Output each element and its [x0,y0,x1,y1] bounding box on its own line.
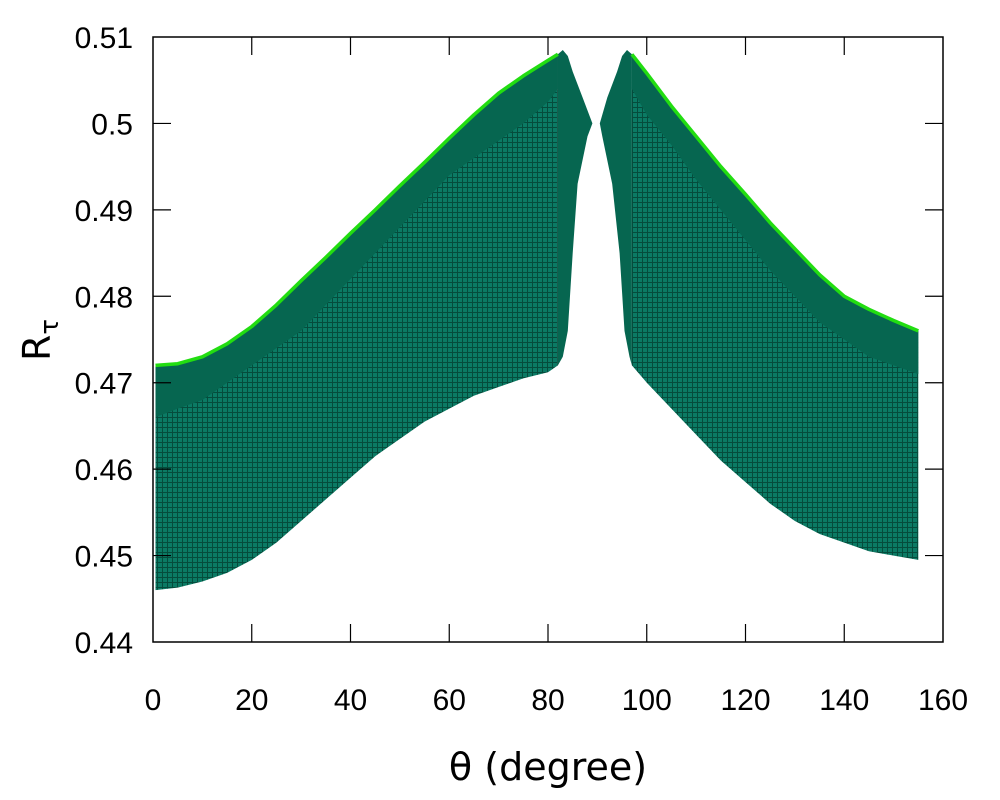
x-tick-label: 40 [334,684,367,717]
x-tick-label: 60 [433,684,466,717]
x-axis-label: θ (degree) [449,745,647,789]
edge-line-right [630,53,919,333]
y-tick-label: 0.51 [75,22,133,55]
y-tick-label: 0.45 [75,541,133,574]
x-tick-label: 0 [145,684,162,717]
y-axis-label-subscript: τ [35,319,65,335]
y-tick-label: 0.48 [75,281,133,314]
y-axis-label: Rτ [15,319,65,361]
tick-layer: 0 20 40 60 80 100 120 140 160 0.44 0.45 0.46 0.47 0.4… [75,22,968,717]
dense-band-left [155,54,558,418]
y-tick-label: 0.46 [75,454,133,487]
data-layer [155,50,919,591]
dense-band-right [631,54,919,375]
edge-line-left [155,52,559,368]
x-tick-label: 20 [235,684,268,717]
y-tick-label: 0.5 [91,108,133,141]
y-tick-label: 0.49 [75,195,133,228]
x-tick-label: 100 [622,684,672,717]
x-tick-label: 120 [720,684,770,717]
tip-left [557,50,593,366]
y-tick-label: 0.44 [75,627,133,660]
tip-right [599,50,632,366]
x-tick-label: 160 [918,684,968,717]
x-tick-label: 80 [531,684,564,717]
band-left [155,54,558,591]
x-tick-label: 140 [819,684,869,717]
y-tick-label: 0.47 [75,368,133,401]
y-axis-label-main: R [15,335,59,361]
